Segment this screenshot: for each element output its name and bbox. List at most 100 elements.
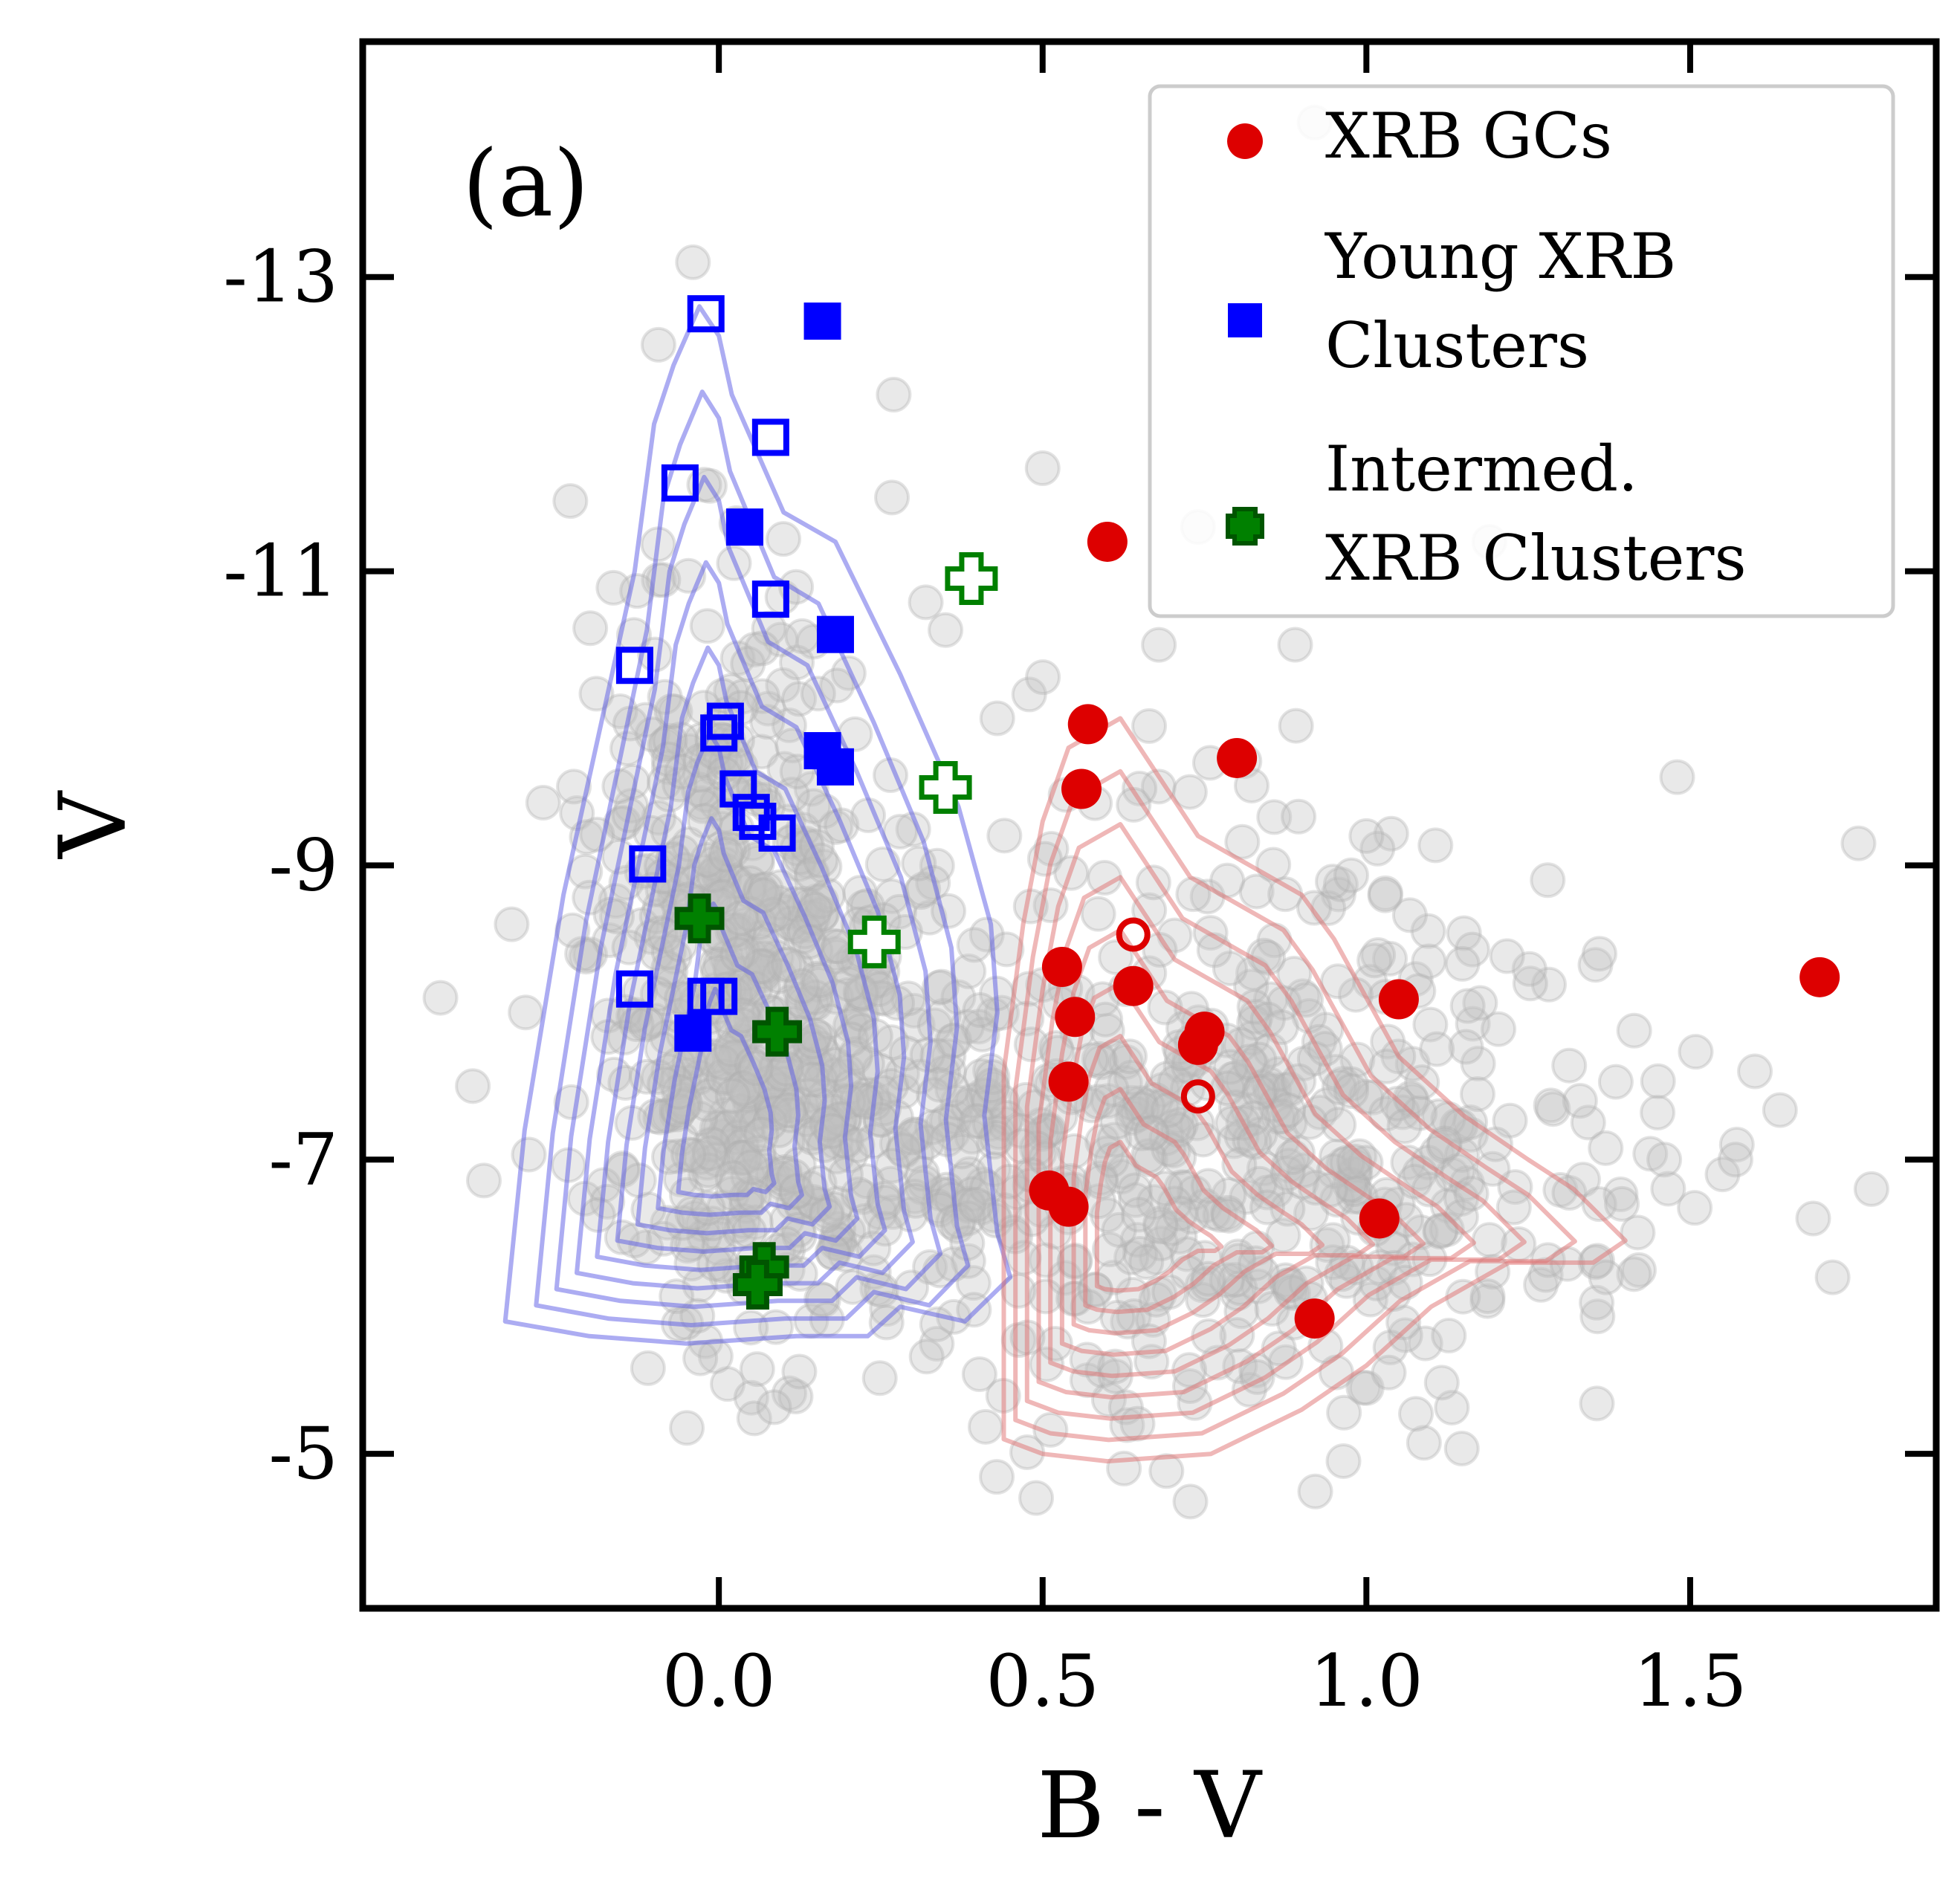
- y-tick-label: -13: [223, 236, 338, 319]
- background-point: [1604, 1185, 1640, 1222]
- background-point: [1162, 1106, 1199, 1142]
- legend-label-intermed-line1: Intermed.: [1325, 433, 1638, 505]
- background-point: [968, 916, 1005, 953]
- background-point: [905, 871, 942, 907]
- background-point: [728, 987, 765, 1023]
- background-point: [702, 1110, 738, 1146]
- background-point: [1460, 1045, 1496, 1081]
- background-point: [1278, 708, 1314, 744]
- y-tick-label: -7: [268, 1118, 338, 1201]
- background-point: [1446, 915, 1482, 951]
- background-point: [708, 1096, 744, 1133]
- background-point: [821, 1211, 857, 1247]
- legend-marker-xrb-gc: [1227, 123, 1263, 159]
- background-point: [1495, 1189, 1532, 1226]
- background-point: [896, 1178, 933, 1214]
- background-point: [986, 818, 1023, 854]
- background-point: [1579, 1284, 1615, 1321]
- red-contour: [1024, 822, 1527, 1421]
- background-point: [1018, 1480, 1055, 1516]
- background-point: [950, 1185, 986, 1222]
- background-point: [1119, 1222, 1156, 1258]
- background-point: [1003, 1128, 1040, 1165]
- background-point: [888, 1035, 925, 1072]
- background-point: [719, 1119, 756, 1156]
- background-point: [861, 1360, 898, 1397]
- plot-frame: [359, 38, 1940, 1612]
- background-point: [1011, 676, 1047, 713]
- background-point: [682, 1101, 719, 1137]
- background-point: [744, 630, 780, 667]
- background-point: [604, 1219, 640, 1255]
- background-point: [1588, 1130, 1624, 1166]
- background-point: [1276, 956, 1313, 992]
- background-point: [1216, 1123, 1252, 1159]
- background-point: [1284, 1163, 1320, 1200]
- background-point: [1431, 1318, 1467, 1354]
- data-point-square-open: [615, 970, 653, 1008]
- data-point-square-filled: [726, 508, 764, 546]
- background-point: [979, 700, 1015, 737]
- background-point: [792, 1093, 828, 1130]
- data-point-circle-filled: [1061, 768, 1102, 809]
- background-point: [1853, 1171, 1889, 1207]
- data-point-square-filled: [816, 615, 854, 653]
- x-tick-label: 0.5: [986, 1640, 1099, 1723]
- background-point: [1080, 896, 1116, 932]
- background-point: [1252, 981, 1289, 1017]
- y-tick-label: -5: [268, 1412, 338, 1495]
- y-tick-label: -9: [268, 823, 338, 907]
- red-contour: [1001, 716, 1628, 1464]
- background-point: [714, 1078, 751, 1114]
- background-point: [1287, 982, 1324, 1018]
- background-point: [830, 1213, 867, 1249]
- background-point: [1093, 1070, 1130, 1107]
- data-point-circle-filled: [1041, 947, 1082, 988]
- background-point: [1267, 1262, 1304, 1298]
- background-point: [1345, 1370, 1382, 1406]
- background-point: [688, 1156, 724, 1193]
- background-point: [1398, 1396, 1435, 1432]
- background-point: [1410, 913, 1446, 949]
- background-point: [722, 1093, 758, 1130]
- background-point: [1434, 1389, 1470, 1425]
- background-point: [1422, 1214, 1458, 1250]
- background-point: [1530, 966, 1567, 1003]
- data-point-circle-filled: [1087, 521, 1128, 562]
- background-point: [1426, 1127, 1462, 1164]
- background-point: [1209, 1262, 1245, 1298]
- background-point: [764, 892, 801, 928]
- background-point: [1320, 963, 1356, 1000]
- background-point: [961, 1356, 997, 1392]
- background-point: [919, 1326, 955, 1362]
- background-point: [1212, 950, 1248, 986]
- background-point: [763, 621, 799, 658]
- background-point: [947, 1161, 983, 1197]
- background-point: [1224, 823, 1261, 860]
- background-point: [950, 1200, 986, 1237]
- background-point: [719, 1208, 756, 1244]
- data-point-plus-open: [945, 551, 998, 605]
- background-point: [1142, 1205, 1179, 1242]
- background-point: [1489, 938, 1525, 974]
- background-point: [1511, 951, 1547, 987]
- data-point-square-open: [629, 845, 667, 883]
- background-point: [1175, 876, 1212, 913]
- data-point-circle-filled: [1294, 1298, 1335, 1339]
- background-point: [1256, 799, 1293, 835]
- background-point: [711, 1109, 748, 1145]
- background-point: [1471, 1222, 1507, 1258]
- background-point: [1737, 1053, 1773, 1090]
- blue-contour: [575, 560, 915, 1291]
- background-point: [777, 1378, 814, 1414]
- background-point: [1348, 1370, 1385, 1406]
- background-point: [1090, 1382, 1127, 1418]
- background-point: [1632, 1136, 1669, 1172]
- background-point: [1212, 1049, 1249, 1085]
- legend-marker-intermed: [1226, 507, 1264, 546]
- background-point: [1279, 1135, 1316, 1171]
- red-contour: [1036, 875, 1476, 1399]
- data-point-circle-filled: [1378, 979, 1419, 1020]
- background-point: [689, 608, 725, 644]
- background-point: [572, 610, 609, 647]
